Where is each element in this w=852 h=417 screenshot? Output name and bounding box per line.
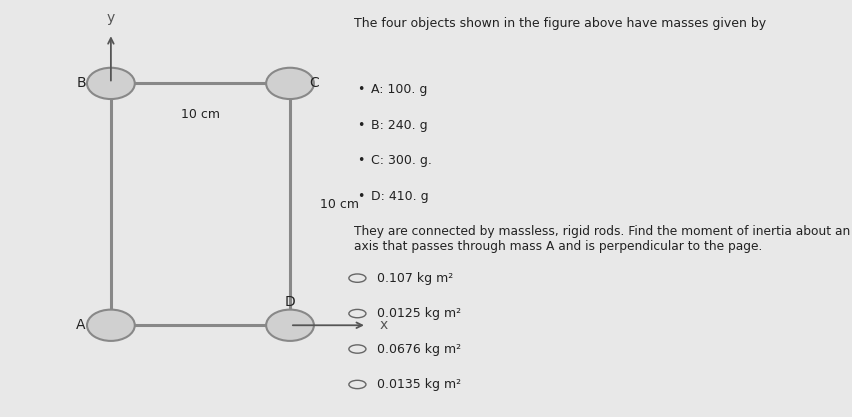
Text: The four objects shown in the figure above have masses given by: The four objects shown in the figure abo…	[354, 17, 765, 30]
Text: •: •	[357, 119, 364, 132]
Text: C: 300. g.: C: 300. g.	[371, 154, 431, 167]
Text: 0.107 kg m²: 0.107 kg m²	[377, 271, 452, 285]
Text: B: B	[76, 76, 86, 90]
Text: 0.0676 kg m²: 0.0676 kg m²	[377, 342, 461, 356]
Text: y: y	[106, 11, 115, 25]
Text: •: •	[357, 83, 364, 96]
Text: 10 cm: 10 cm	[181, 108, 220, 121]
Text: D: D	[285, 295, 295, 309]
Text: 0.0125 kg m²: 0.0125 kg m²	[377, 307, 461, 320]
Text: They are connected by massless, rigid rods. Find the moment of inertia about an : They are connected by massless, rigid ro…	[354, 225, 849, 253]
Text: •: •	[357, 154, 364, 167]
Text: x: x	[379, 318, 388, 332]
Ellipse shape	[87, 68, 135, 99]
Text: C: C	[308, 76, 319, 90]
Ellipse shape	[266, 309, 314, 341]
Text: D: 410. g: D: 410. g	[371, 190, 429, 203]
Text: 0.0135 kg m²: 0.0135 kg m²	[377, 378, 461, 391]
Text: A: A	[76, 318, 86, 332]
Ellipse shape	[266, 68, 314, 99]
Text: A: 100. g: A: 100. g	[371, 83, 427, 96]
Text: 10 cm: 10 cm	[320, 198, 359, 211]
Text: B: 240. g: B: 240. g	[371, 119, 427, 132]
Ellipse shape	[87, 309, 135, 341]
Text: •: •	[357, 190, 364, 203]
